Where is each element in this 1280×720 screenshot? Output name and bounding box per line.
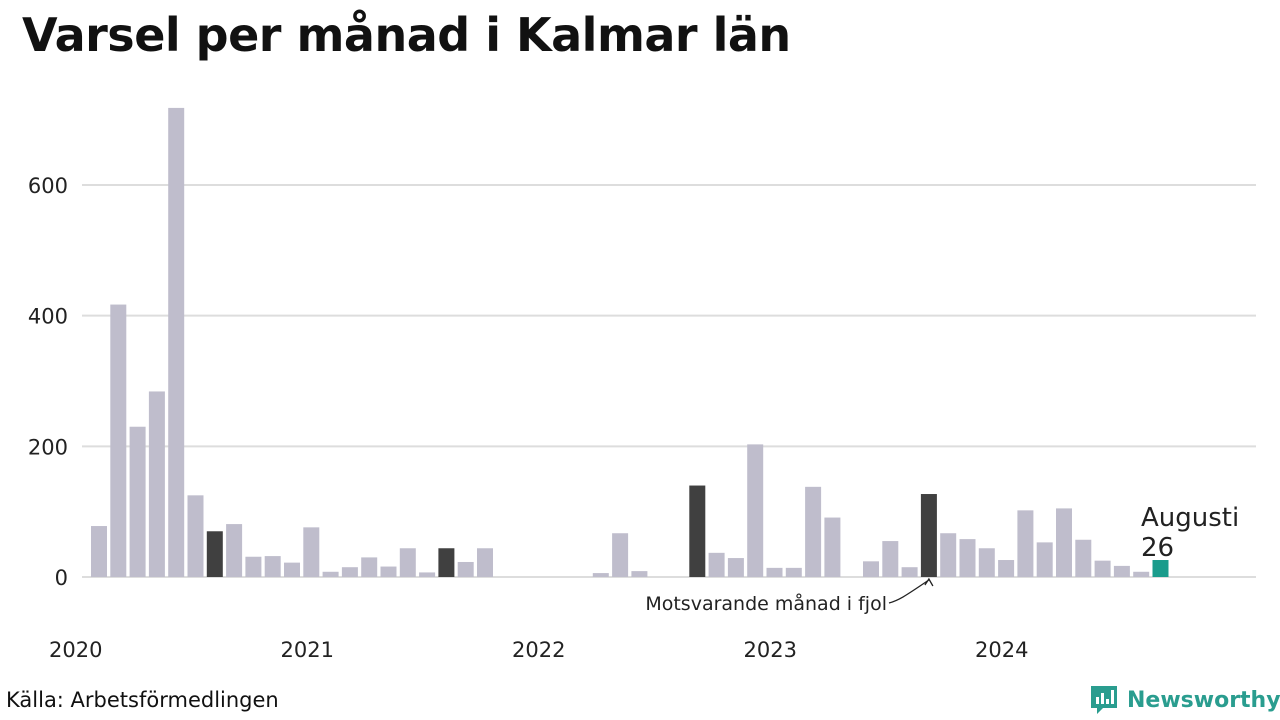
bar [419,572,436,577]
newsworthy-logo-icon [1091,686,1117,714]
brand-name: Newsworthy [1127,687,1280,713]
bar [322,571,339,577]
bar [785,567,802,577]
bar [477,548,493,577]
y-tick-label: 0 [55,566,68,590]
x-axis-labels: 2020 2021 2022 2023 2024 [49,638,1028,662]
bar [264,556,281,577]
bar [998,560,1015,577]
bar [978,548,995,577]
brand[interactable]: Newsworthy [1089,684,1280,716]
x-tick-label: 2024 [975,638,1028,662]
bar [1056,508,1072,577]
bar [168,107,185,577]
bar [612,533,629,577]
bar [226,524,243,577]
bar [91,526,107,577]
bar [940,533,957,577]
y-tick-label: 200 [28,435,68,459]
bar-comparison [206,531,223,577]
bar-comparison [920,494,937,577]
x-tick-label: 2021 [281,638,334,662]
bar [380,566,397,577]
bars [91,107,1169,577]
source-text: Källa: Arbetsförmedlingen [6,688,279,712]
bar [148,391,165,577]
y-tick-label: 600 [28,174,68,198]
bar [863,561,879,577]
bar [959,539,976,577]
bar [882,541,899,577]
bar [901,567,918,577]
bar [708,552,725,577]
bar [245,556,262,577]
bar [747,444,764,577]
chart-title: Varsel per månad i Kalmar län [22,8,791,62]
bar [187,495,204,577]
bar [129,426,146,577]
bar [457,561,474,577]
bar [1094,560,1111,577]
bar-chart: 0 200 400 600 2020 2021 2022 2023 2024 Augusti … [28,107,1256,662]
bar [361,557,378,577]
highlight-value-label: 26 [1141,533,1174,563]
annotations: Augusti 26 Motsvarande månad i fjol [645,503,1239,615]
grid-lines [82,184,1256,578]
bar-highlight [1152,560,1169,577]
bar [399,548,416,577]
bar [766,567,783,577]
bar [303,527,320,577]
bar [1017,510,1034,577]
comparison-annotation: Motsvarande månad i fjol [645,592,887,615]
bar [1133,571,1150,577]
comparison-arrow [888,577,934,604]
bar [341,567,358,577]
x-tick-label: 2023 [744,638,797,662]
bar [1113,565,1130,577]
bar [1036,542,1053,577]
bar [592,573,609,577]
x-tick-label: 2020 [49,638,102,662]
bar [631,571,648,577]
highlight-month-label: Augusti [1141,503,1239,533]
bar [727,558,744,577]
y-tick-label: 400 [28,305,68,329]
y-axis-labels: 0 200 400 600 [28,174,68,590]
bar [284,562,300,577]
bar-comparison [438,548,455,577]
bar-comparison [689,485,706,577]
bar [805,486,822,577]
bar [1075,539,1092,577]
x-tick-label: 2022 [512,638,565,662]
bar [824,517,841,577]
bar [110,304,127,577]
